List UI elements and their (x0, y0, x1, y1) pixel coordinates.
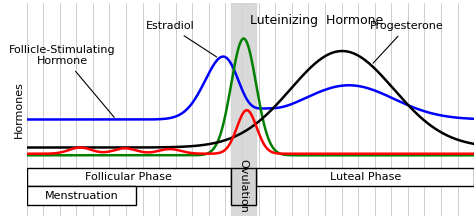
Text: Follicular Phase: Follicular Phase (85, 172, 172, 182)
Text: Luteal Phase: Luteal Phase (329, 172, 400, 182)
Text: Follicle-Stimulating
Hormone: Follicle-Stimulating Hormone (9, 45, 115, 117)
Y-axis label: Hormones: Hormones (14, 81, 24, 138)
Bar (27, 186, 136, 205)
Text: Estradiol: Estradiol (145, 22, 216, 57)
Text: Progesterone: Progesterone (369, 22, 443, 63)
Bar (256, 168, 473, 186)
Text: Menstruation: Menstruation (44, 191, 118, 201)
Bar (27, 168, 231, 186)
Text: Luteinizing  Hormone: Luteinizing Hormone (250, 14, 383, 27)
Bar (231, 3, 256, 216)
Text: Ovulation: Ovulation (238, 159, 248, 213)
Bar (231, 168, 256, 205)
